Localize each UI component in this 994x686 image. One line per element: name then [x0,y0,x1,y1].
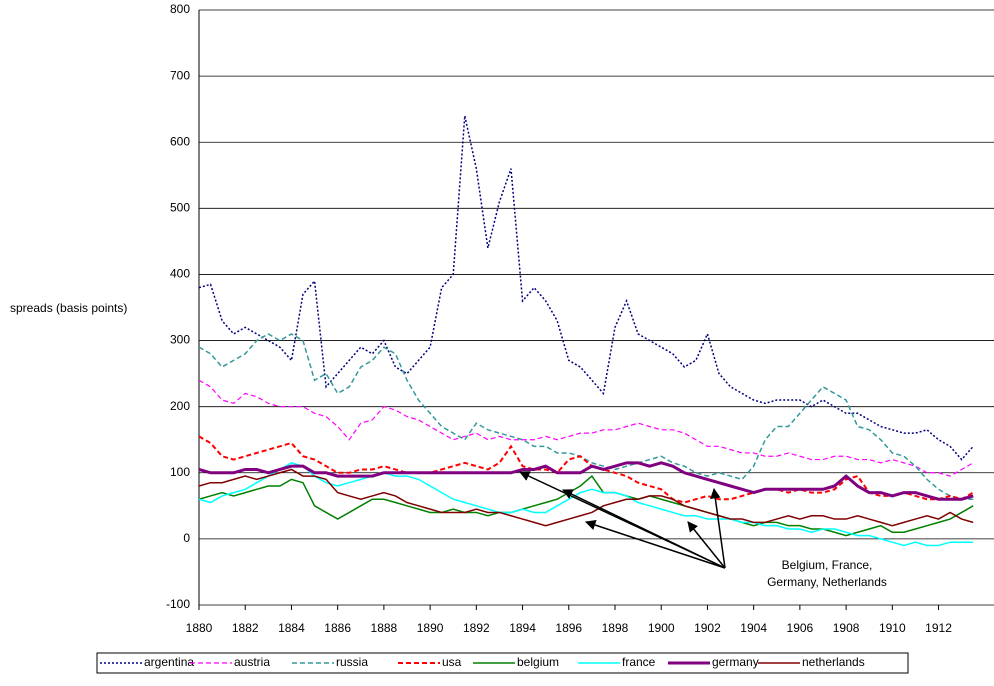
y-tick-label: 600 [170,134,190,148]
y-tick-label: 0 [183,531,190,545]
x-tick-label: 1908 [833,621,860,635]
y-tick-label: 500 [170,201,190,215]
y-tick-label: 400 [170,267,190,281]
legend-label: france [622,655,656,669]
x-tick-label: 1906 [787,621,814,635]
x-tick-label: 1882 [232,621,259,635]
legend-label: austria [234,655,270,669]
y-tick-label: 700 [170,68,190,82]
series-line [198,468,974,527]
legend-label: belgium [517,655,559,669]
annotation: Belgium, France, [782,558,873,572]
series-line [198,379,974,477]
y-tick-label: 200 [170,399,190,413]
x-tick-label: 1886 [324,621,351,635]
y-axis-label: spreads (basis points) [10,301,127,315]
x-tick-label: 1898 [602,621,629,635]
x-tick-label: 1900 [648,621,675,635]
legend-label: usa [442,655,462,669]
annotation-arrow [562,489,726,569]
x-tick-label: 1890 [417,621,444,635]
x-tick-label: 1888 [371,621,398,635]
x-tick-label: 1896 [555,621,582,635]
series-line [198,462,974,547]
y-tick-label: 800 [170,2,190,16]
annotation-arrow [687,521,726,569]
x-tick-label: 1910 [879,621,906,635]
x-tick-label: 1892 [463,621,490,635]
legend-label: netherlands [802,655,865,669]
series-line [198,115,974,461]
y-tick-label: 100 [170,465,190,479]
x-tick-label: 1904 [740,621,767,635]
y-tick-label: 300 [170,333,190,347]
annotation: Germany, Netherlands [767,575,887,589]
legend-label: germany [712,655,759,669]
series-line [198,435,974,504]
y-tick-label: -100 [166,597,190,611]
legend-label: russia [336,655,368,669]
series-line [198,333,974,500]
annotation-arrow [585,519,726,569]
series-line [198,474,974,537]
legend-label: argentina [144,655,194,669]
x-tick-label: 1880 [186,621,213,635]
x-tick-label: 1912 [925,621,952,635]
x-tick-label: 1902 [694,621,721,635]
annotation-arrow [710,487,726,569]
x-tick-label: 1894 [509,621,536,635]
x-tick-label: 1884 [278,621,305,635]
series-line [198,461,974,501]
